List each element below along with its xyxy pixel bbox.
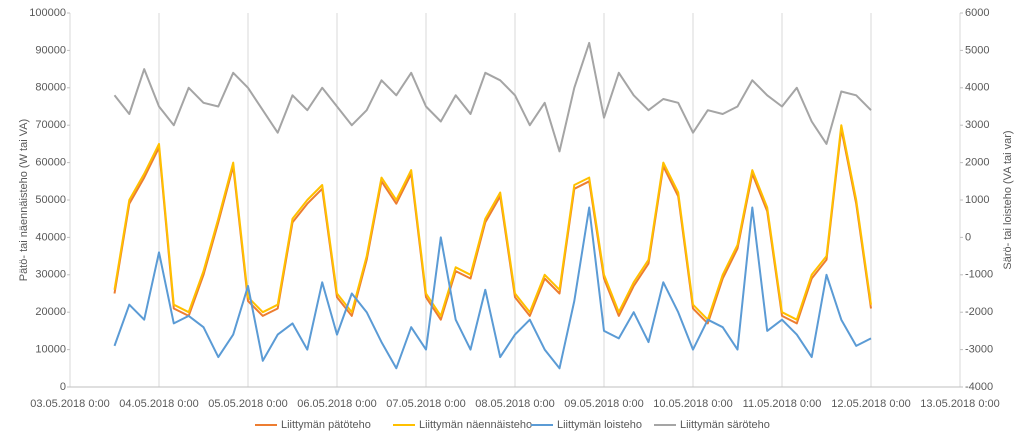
y-tick-label: 30000 [35,269,66,281]
y2-tick-label: -2000 [965,306,993,318]
y2-tick-label: -1000 [965,269,993,281]
legend-label: Liittymän loisteho [557,419,642,431]
y-tick-label: 40000 [35,231,66,243]
x-tick-label: 08.05.2018 0:00 [475,398,555,410]
x-tick-label: 11.05.2018 0:00 [743,398,822,410]
y-tick-label: 0 [60,381,66,393]
x-tick-label: 05.05.2018 0:00 [208,398,288,410]
y2-tick-label: 2000 [965,157,989,169]
y-axis-title: Pätö- tai näennäisteho (W tai VA) [18,119,30,281]
y2-tick-label: 4000 [965,82,989,94]
legend-label: Liittymän näennäisteho [419,419,532,431]
series-line [113,124,872,321]
series-line [113,41,872,153]
x-tick-label: 13.05.2018 0:00 [920,398,1000,410]
legend-label: Liittymän pätöteho [281,419,371,431]
y-tick-label: 90000 [35,44,66,56]
legend-label: Liittymän säröteho [680,419,770,431]
x-tick-label: 07.05.2018 0:00 [386,398,466,410]
y2-tick-label: 5000 [965,44,989,56]
y-tick-label: 10000 [35,344,66,356]
y2-tick-label: 3000 [965,119,989,131]
y2-tick-label: -4000 [965,381,993,393]
series-line [113,206,872,370]
series-line [113,127,872,325]
x-tick-label: 12.05.2018 0:00 [831,398,911,410]
y-tick-label: 50000 [35,194,66,206]
y2-tick-label: -3000 [965,344,993,356]
x-tick-label: 09.05.2018 0:00 [564,398,644,410]
x-tick-label: 04.05.2018 0:00 [119,398,199,410]
y-tick-label: 20000 [35,306,66,318]
x-tick-label: 10.05.2018 0:00 [653,398,733,410]
y2-tick-label: 6000 [965,7,989,19]
y-tick-label: 100000 [29,7,66,19]
y-tick-label: 60000 [35,157,66,169]
x-tick-label: 06.05.2018 0:00 [297,398,377,410]
y-tick-label: 80000 [35,82,66,94]
y2-axis-title: Särö- tai loisteho (VA tai var) [1002,130,1014,269]
y2-tick-label: 1000 [965,194,989,206]
y-tick-label: 70000 [35,119,66,131]
y2-tick-label: 0 [965,231,971,243]
x-tick-label: 03.05.2018 0:00 [30,398,110,410]
